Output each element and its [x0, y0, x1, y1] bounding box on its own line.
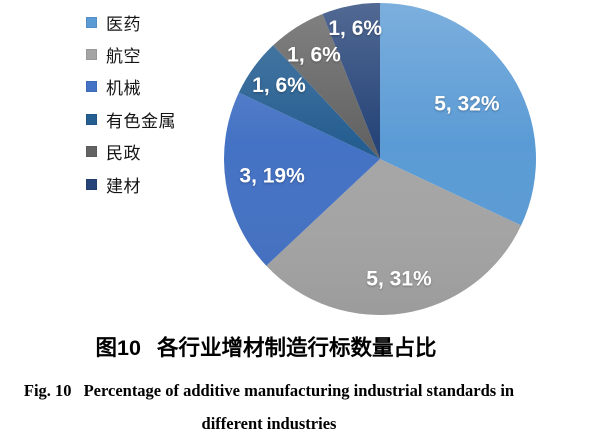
legend-swatch-icon [86, 49, 97, 61]
figure-number-zh: 图10 [95, 336, 141, 360]
legend-swatch-icon [86, 81, 97, 93]
legend-item-4: 民政 [86, 136, 176, 168]
pie-slice-label-3: 1, 6% [252, 74, 306, 97]
legend-label: 医药 [106, 14, 141, 34]
legend-item-1: 航空 [86, 38, 176, 70]
legend-swatch-icon [86, 113, 97, 125]
pie-slice-label-1: 5, 31% [366, 268, 432, 291]
pie-slice-label-4: 1, 6% [287, 43, 341, 66]
legend-swatch-icon [86, 146, 97, 158]
legend-item-3: 有色金属 [86, 103, 176, 135]
pie-labels: 5, 32% 5, 31% 3, 19% 1, 6% 1, 6% 1, 6% [239, 17, 500, 291]
legend-label: 机械 [106, 79, 141, 99]
legend: 医药航空机械有色金属民政建材 [86, 6, 176, 200]
figure-title-en-line1: Percentage of additive manufacturing ind… [83, 381, 515, 400]
legend-item-0: 医药 [86, 6, 176, 38]
pie-slice-label-5: 1, 6% [328, 17, 382, 40]
figure-number-en: Fig. 10 [23, 381, 72, 400]
legend-swatch-icon [86, 16, 97, 28]
legend-item-2: 机械 [86, 71, 176, 103]
figure-title-zh: 各行业增材制造行标数量占比 [156, 336, 437, 360]
pie-chart: 5, 32% 5, 31% 3, 19% 1, 6% 1, 6% 1, 6% [224, 2, 536, 315]
pie-slice-label-2: 3, 19% [239, 165, 305, 188]
figure-title-en-line2: different industries [201, 414, 337, 433]
pie-slice-label-0: 5, 32% [434, 92, 500, 115]
legend-label: 建材 [106, 176, 141, 196]
figure-caption-en: Fig. 10 Percentage of additive manufactur… [0, 374, 538, 439]
figure-caption-zh: 图10 各行业增材制造行标数量占比 [0, 331, 532, 362]
legend-label: 民政 [106, 144, 141, 164]
legend-label: 航空 [106, 47, 141, 67]
legend-label: 有色金属 [106, 111, 176, 131]
legend-item-5: 建材 [86, 168, 176, 200]
legend-swatch-icon [86, 178, 97, 190]
